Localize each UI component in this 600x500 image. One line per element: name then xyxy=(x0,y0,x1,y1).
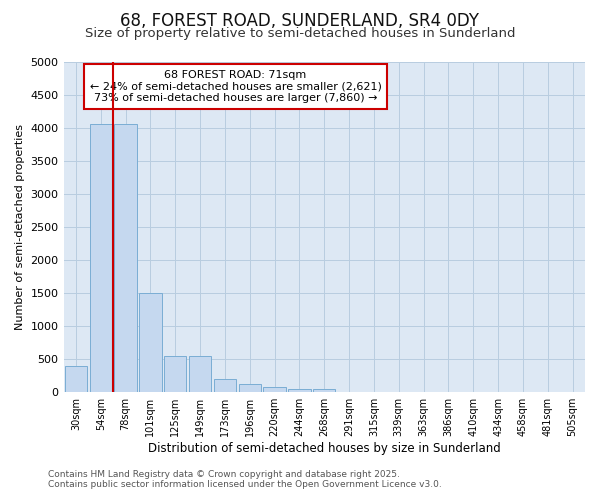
Text: Size of property relative to semi-detached houses in Sunderland: Size of property relative to semi-detach… xyxy=(85,28,515,40)
Bar xyxy=(139,293,161,392)
Bar xyxy=(313,389,335,392)
Bar xyxy=(115,124,137,392)
Bar xyxy=(65,366,87,392)
Bar xyxy=(263,387,286,392)
Text: 68, FOREST ROAD, SUNDERLAND, SR4 0DY: 68, FOREST ROAD, SUNDERLAND, SR4 0DY xyxy=(121,12,479,30)
Bar xyxy=(288,389,311,392)
Text: Contains HM Land Registry data © Crown copyright and database right 2025.
Contai: Contains HM Land Registry data © Crown c… xyxy=(48,470,442,489)
Bar xyxy=(164,356,187,392)
Bar xyxy=(239,384,261,392)
Bar xyxy=(214,379,236,392)
Y-axis label: Number of semi-detached properties: Number of semi-detached properties xyxy=(15,124,25,330)
Text: 68 FOREST ROAD: 71sqm
← 24% of semi-detached houses are smaller (2,621)
73% of s: 68 FOREST ROAD: 71sqm ← 24% of semi-deta… xyxy=(89,70,382,103)
Bar xyxy=(89,124,112,392)
X-axis label: Distribution of semi-detached houses by size in Sunderland: Distribution of semi-detached houses by … xyxy=(148,442,500,455)
Bar xyxy=(189,356,211,392)
